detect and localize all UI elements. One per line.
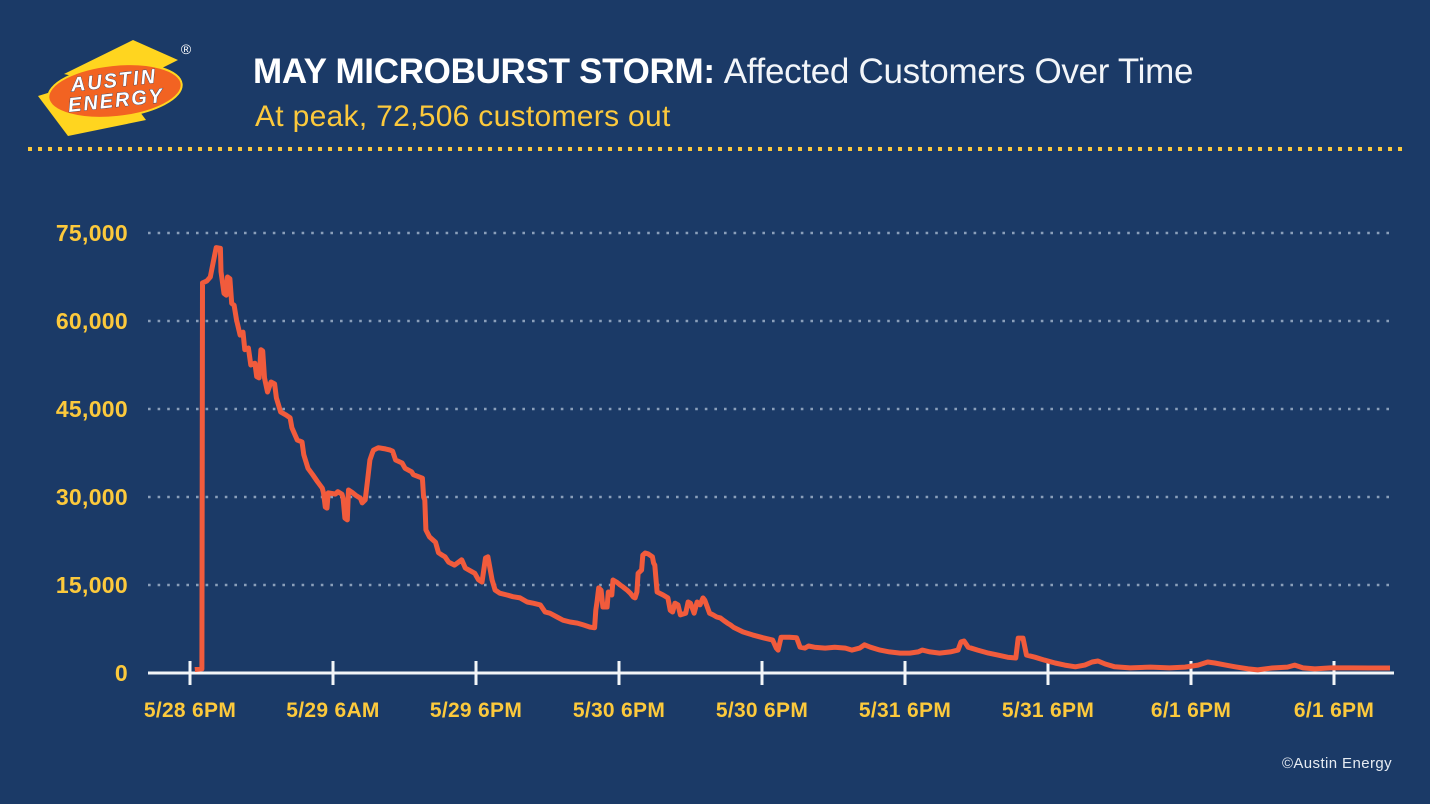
subtitle-peak-callout: At peak, 72,506 customers out bbox=[255, 100, 671, 133]
outage-line-series bbox=[194, 245, 1390, 673]
y-tick-label-60000: 60,000 bbox=[55, 308, 128, 334]
logo-ellipse bbox=[47, 63, 183, 119]
title-emphasis: MAY MICROBURST STORM: bbox=[253, 52, 715, 91]
x-tick-label-6: 5/31 6PM bbox=[1001, 699, 1095, 722]
x-tick-label-3: 5/30 6PM bbox=[572, 699, 666, 722]
austin-energy-logo: AUSTIN ENERGY ® bbox=[38, 40, 192, 136]
y-tick-label-75000: 75,000 bbox=[55, 220, 128, 246]
x-tick-label-4: 5/30 6PM bbox=[715, 699, 809, 722]
x-tick-label-5: 5/31 6PM bbox=[858, 699, 952, 722]
copyright-credit: ©Austin Energy bbox=[1281, 755, 1392, 772]
x-tick-label-1: 5/29 6AM bbox=[286, 699, 380, 722]
y-tick-label-15000: 15,000 bbox=[55, 572, 128, 598]
x-tick-label-0: 5/28 6PM bbox=[143, 699, 237, 722]
x-tick-label-8: 6/1 6PM bbox=[1293, 699, 1375, 722]
page-title: MAY MICROBURST STORM: Affected Customers … bbox=[253, 52, 1193, 92]
title-rest: Affected Customers Over Time bbox=[723, 52, 1194, 91]
x-tick-label-7: 6/1 6PM bbox=[1150, 699, 1232, 722]
y-tick-label-0: 0 bbox=[114, 660, 128, 686]
y-tick-label-30000: 30,000 bbox=[55, 484, 128, 510]
dotted-separator bbox=[28, 147, 1402, 151]
y-tick-label-45000: 45,000 bbox=[55, 396, 128, 422]
x-tick-label-2: 5/29 6PM bbox=[429, 699, 523, 722]
registered-trademark: ® bbox=[181, 41, 192, 57]
